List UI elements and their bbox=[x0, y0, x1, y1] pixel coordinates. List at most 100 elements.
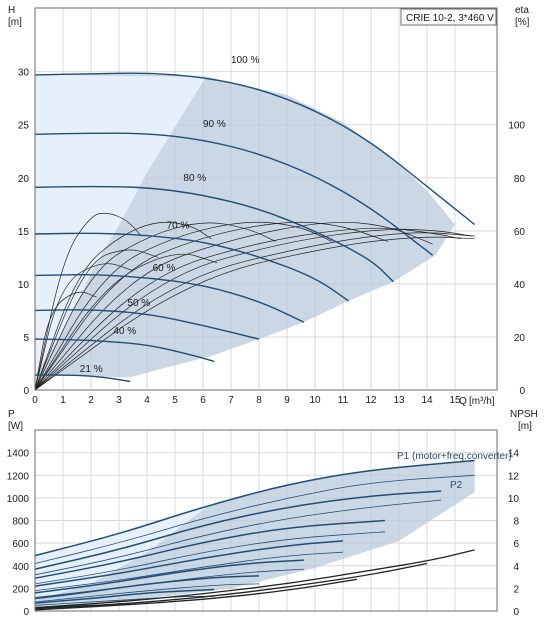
y-tick-25: 25 bbox=[18, 121, 30, 132]
p1-curve-5 bbox=[34, 559, 304, 594]
p2-label: P2 bbox=[450, 480, 463, 491]
efficiency-curve-2 bbox=[34, 221, 212, 391]
p1-curve-6 bbox=[34, 575, 260, 600]
y-tick-5: 5 bbox=[23, 333, 29, 344]
y-tick-15: 15 bbox=[18, 227, 30, 238]
p2-curve-4 bbox=[34, 551, 344, 591]
speed-labels: 100 % 90 % 80 % 70 % 60 % 50 % 40 % 21 % bbox=[80, 55, 260, 375]
x-tick-3: 3 bbox=[116, 395, 122, 406]
p2-curve-6 bbox=[34, 583, 260, 603]
efficiency-curve-10 bbox=[34, 236, 475, 391]
npsh-tick-14: 14 bbox=[508, 449, 520, 460]
speed-label-100pct: 100 % bbox=[231, 55, 259, 66]
y-tick-30: 30 bbox=[18, 68, 30, 79]
y-tick-20: 20 bbox=[18, 174, 30, 185]
y2-tick-60: 60 bbox=[514, 227, 526, 238]
npsh-tick-10: 10 bbox=[508, 494, 520, 505]
x-tick-15: 15 bbox=[449, 395, 461, 406]
p2-curve-3 bbox=[34, 531, 386, 585]
y2-tick-80: 80 bbox=[514, 174, 526, 185]
power-axis-unit: [W] bbox=[8, 421, 23, 432]
y2-tick-40: 40 bbox=[514, 280, 526, 291]
head-curve-100pct bbox=[34, 72, 476, 226]
x-tick-9: 9 bbox=[284, 395, 290, 406]
p1-curve-2 bbox=[34, 490, 442, 570]
p2-curve-7 bbox=[34, 595, 215, 606]
x-tick-4: 4 bbox=[144, 395, 150, 406]
x-tick-2: 2 bbox=[88, 395, 94, 406]
efficiency-curve-13 bbox=[34, 291, 97, 391]
speed-label-70pct: 70 % bbox=[167, 221, 190, 232]
p2-curve-2 bbox=[34, 499, 442, 576]
efficiency-curve-12 bbox=[34, 263, 134, 391]
x-tick-5: 5 bbox=[172, 395, 178, 406]
speed-label-21pct: 21 % bbox=[80, 364, 103, 375]
p1-curve-3 bbox=[34, 519, 386, 579]
head-curves bbox=[34, 72, 476, 383]
power-tick-800: 800 bbox=[12, 517, 29, 528]
power-tick-600: 600 bbox=[12, 539, 29, 550]
npsh-tick-12: 12 bbox=[508, 471, 520, 482]
x-tick-12: 12 bbox=[365, 395, 377, 406]
y2-axis-unit: [%] bbox=[515, 17, 530, 28]
x-tick-14: 14 bbox=[421, 395, 433, 406]
bottom-chart: 0 200 400 600 800 1000 1200 1400 0 2 4 6 8 10 12 14 P [… bbox=[7, 409, 538, 618]
bottom-tick-labels: 0 200 400 600 800 1000 1200 1400 0 2 4 6 8 10 12 14 bbox=[7, 449, 520, 618]
npsh-tick-4: 4 bbox=[513, 562, 519, 573]
y-tick-0: 0 bbox=[23, 386, 29, 397]
p1-label: P1 (motor+freq.converter) bbox=[397, 451, 512, 462]
head-curve-70pct bbox=[34, 232, 350, 302]
x-tick-8: 8 bbox=[256, 395, 262, 406]
head-curve-60pct bbox=[34, 274, 305, 323]
p1-curve-4 bbox=[34, 540, 344, 587]
y2-axis-label: eta bbox=[515, 5, 529, 16]
npsh-tick-0: 0 bbox=[513, 607, 519, 618]
y-tick-10: 10 bbox=[18, 280, 30, 291]
speed-label-50pct: 50 % bbox=[127, 298, 150, 309]
npsh-tick-6: 6 bbox=[513, 539, 519, 550]
power-curves bbox=[34, 459, 475, 611]
head-curve-90pct bbox=[34, 132, 434, 256]
y-axis-unit: [m] bbox=[8, 17, 22, 28]
chart-title: CRIE 10-2, 3*460 V bbox=[406, 13, 494, 24]
y-axis-label: H bbox=[8, 5, 15, 16]
efficiency-curve-11 bbox=[34, 249, 159, 391]
x-axis-label: Q bbox=[459, 396, 467, 407]
head-curve-50pct bbox=[34, 309, 260, 340]
head-curve-21pct bbox=[35, 374, 131, 383]
npsh-curve-1 bbox=[34, 549, 475, 609]
operating-area-light bbox=[35, 74, 206, 376]
efficiency-curve-9 bbox=[34, 232, 475, 391]
npsh-tick-2: 2 bbox=[513, 584, 519, 595]
speed-label-40pct: 40 % bbox=[113, 326, 136, 337]
power-tick-1400: 1400 bbox=[7, 449, 30, 460]
x-axis-unit: [m³/h] bbox=[469, 396, 495, 407]
power-axis-label: P bbox=[8, 409, 15, 420]
operating-area bbox=[35, 73, 455, 378]
head-curve-40pct bbox=[34, 338, 215, 363]
power-tick-1200: 1200 bbox=[7, 471, 30, 482]
power-tick-1000: 1000 bbox=[7, 494, 30, 505]
title-box bbox=[400, 8, 497, 26]
x-tick-6: 6 bbox=[200, 395, 206, 406]
y2-tick-0: 0 bbox=[519, 386, 525, 397]
top-plot-frame bbox=[34, 7, 498, 391]
x-tick-13: 13 bbox=[393, 395, 405, 406]
npsh-axis-unit: [m] bbox=[518, 421, 532, 432]
npsh-axis-label: NPSH bbox=[510, 409, 538, 420]
speed-label-60pct: 60 % bbox=[153, 263, 176, 274]
x-tick-0: 0 bbox=[32, 395, 38, 406]
power-tick-400: 400 bbox=[12, 562, 29, 573]
npsh-curve-3 bbox=[34, 578, 358, 611]
power-tick-0: 0 bbox=[23, 607, 29, 618]
top-tick-labels: 0 1 2 3 4 5 6 7 8 9 10 11 12 13 14 15051015202530020406… bbox=[18, 68, 526, 406]
x-tick-11: 11 bbox=[338, 395, 349, 406]
efficiency-curve-3 bbox=[34, 222, 276, 391]
p1-curve-7 bbox=[34, 588, 215, 604]
power-tick-200: 200 bbox=[12, 584, 29, 595]
efficiency-curve-6 bbox=[34, 221, 433, 391]
p1-curve-1 bbox=[34, 459, 475, 557]
x-tick-7: 7 bbox=[228, 395, 234, 406]
p2-curve-1 bbox=[34, 474, 475, 564]
